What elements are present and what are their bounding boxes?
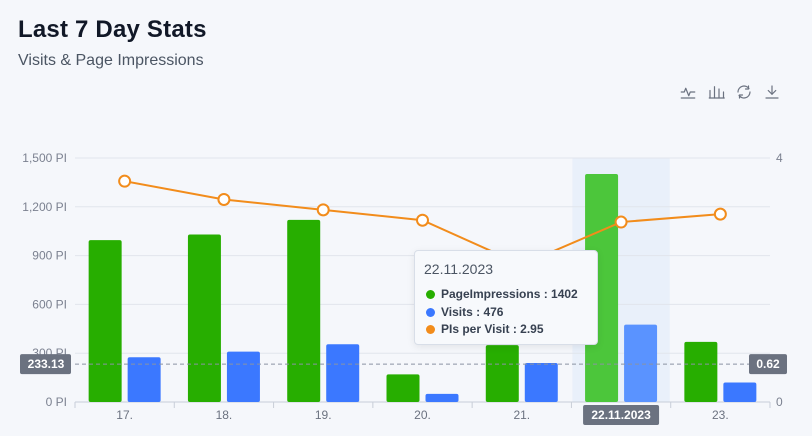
x-tick-label: 21. — [513, 408, 530, 422]
chart-toolbar — [678, 82, 782, 102]
x-tick-label: 17. — [116, 408, 133, 422]
line-point-pis-per-visit — [713, 207, 727, 221]
y-right-tick-label: 4 — [776, 151, 783, 165]
pis-per-visit-dot-icon — [426, 324, 435, 334]
bar-chart-icon[interactable] — [706, 82, 726, 102]
line-chart-icon[interactable] — [678, 82, 698, 102]
bar-visits — [524, 362, 558, 402]
bar-visits — [723, 382, 757, 402]
refresh-icon[interactable] — [734, 82, 754, 102]
bar-visits — [127, 357, 161, 402]
bar-visits — [226, 351, 260, 402]
crosshair-left-label: 233.13 — [28, 357, 65, 371]
x-tick-label: 23. — [712, 408, 729, 422]
crosshair-left-badge — [20, 354, 71, 375]
bar-pageimpressions — [386, 374, 420, 402]
tooltip-pageimpressions-label: PageImpressions : 1402 — [441, 287, 578, 301]
line-point-pis-per-visit — [416, 213, 429, 227]
bar-visits — [326, 344, 360, 402]
bar-pageimpressions — [287, 219, 321, 402]
tooltip-date: 22.11.2023 — [424, 261, 494, 277]
bar-pageimpressions — [187, 234, 221, 402]
crosshair-right-badge — [749, 354, 787, 375]
line-point-pis-per-visit — [118, 174, 132, 188]
bar-pageimpressions — [485, 345, 519, 402]
x-highlight-badge — [583, 405, 660, 425]
bar-visits — [425, 393, 459, 402]
tooltip-visits-label: Visits : 476 — [441, 305, 504, 319]
crosshair-right-label: 0.62 — [756, 357, 780, 371]
x-tick-label: 18. — [216, 408, 233, 422]
y-left-tick-label: 600 PI — [32, 297, 67, 311]
tooltip-item-visits: Visits : 476 — [426, 305, 503, 319]
y-left-tick-label: 0 PI — [46, 395, 67, 409]
tooltip-item-pis-per-visit: PIs per Visit : 2.95 — [426, 322, 544, 336]
line-point-pis-per-visit — [316, 203, 330, 217]
x-tick-label: 20. — [414, 408, 431, 422]
tooltip-pis-per-visit-label: PIs per Visit : 2.95 — [441, 322, 544, 336]
chart-tooltip: 22.11.2023 PageImpressions : 1402 Visits… — [414, 250, 598, 345]
x-tick-label: 19. — [315, 408, 332, 422]
download-icon[interactable] — [762, 82, 782, 102]
bar-pageimpressions — [684, 341, 718, 402]
line-point-pis-per-visit — [217, 192, 231, 206]
x-tick-label: 22.11.2023 — [591, 408, 651, 422]
line-point-pis-per-visit — [614, 215, 628, 229]
visits-dot-icon — [426, 307, 435, 317]
bar-visits — [624, 324, 658, 402]
y-left-tick-label: 900 PI — [32, 249, 67, 263]
tooltip-item-pageimpressions: PageImpressions : 1402 — [426, 287, 578, 301]
page-subtitle: Visits & Page Impressions — [18, 52, 204, 69]
bar-pageimpressions — [88, 240, 122, 402]
y-right-tick-label: 0 — [776, 395, 783, 409]
page-title: Last 7 Day Stats — [18, 16, 207, 43]
y-left-tick-label: 1,200 PI — [22, 200, 67, 214]
y-left-tick-label: 1,500 PI — [22, 151, 67, 165]
pageimpressions-dot-icon — [426, 289, 435, 299]
